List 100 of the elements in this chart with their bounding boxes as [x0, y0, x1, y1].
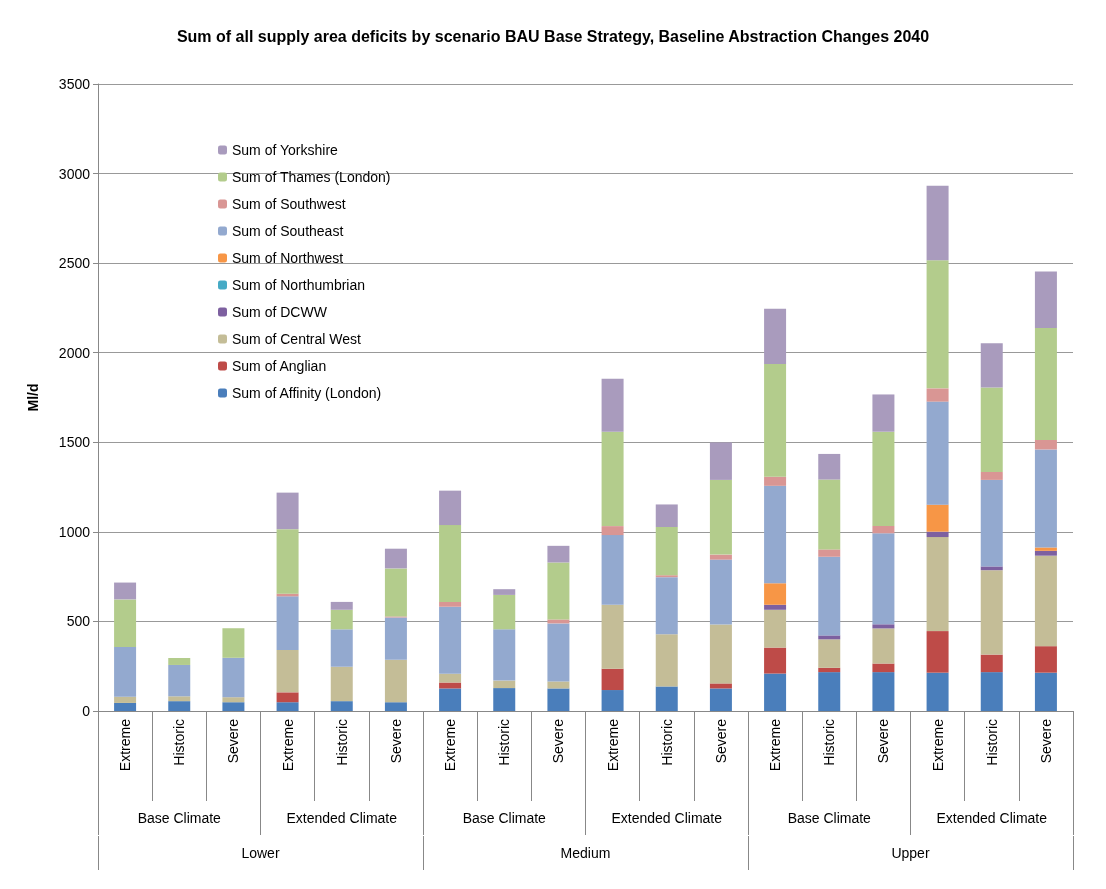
bar: [926, 531, 949, 538]
x-tick-label: Severe: [225, 718, 242, 764]
bar: [818, 453, 841, 480]
text: Upper: [891, 845, 930, 861]
bar: [493, 594, 516, 630]
x-tick-label: Historic: [658, 719, 675, 766]
bar: [439, 525, 462, 602]
y-tick-label: 2500: [58, 255, 91, 272]
bar: [818, 556, 841, 636]
text: Lower: [241, 845, 280, 861]
bar: [601, 535, 624, 605]
bar: [1034, 550, 1057, 556]
legend-label: Sum of Southeast: [232, 223, 344, 239]
bar: [980, 654, 1003, 673]
bar: [276, 702, 299, 711]
bar: [1034, 646, 1057, 673]
legend-label: Sum of Southwest: [232, 196, 346, 212]
chart-title: Sum of all supply area deficits by scenario BAU Base Strategy, Baseline Abstraction Changes 2040: [176, 27, 930, 45]
bar: [114, 702, 137, 711]
bar: [547, 623, 570, 682]
bar: [764, 364, 787, 477]
bar: [330, 666, 353, 702]
bar: [1034, 547, 1057, 551]
bar: [601, 668, 624, 691]
bar: [1034, 327, 1057, 440]
bar: [330, 609, 353, 630]
bar: [980, 672, 1003, 711]
bar: [709, 683, 732, 689]
bar: [764, 609, 787, 648]
bar: [222, 628, 245, 658]
x-tick-label: Severe: [550, 718, 567, 764]
y-tick-label: 1000: [58, 523, 91, 540]
bar: [547, 619, 570, 624]
bar: [709, 554, 732, 560]
bar: [439, 673, 462, 683]
bar: [384, 702, 407, 711]
bar: [764, 308, 787, 364]
x-tick-label: Historic: [333, 719, 350, 766]
bar: [980, 479, 1003, 567]
text: Base Climate: [137, 810, 222, 826]
y-tick-label: 0: [82, 703, 91, 719]
y-tick-label: 3000: [58, 165, 91, 182]
bar: [276, 596, 299, 651]
bar: [926, 388, 949, 402]
y-tick-label: 2000: [58, 344, 91, 361]
x-tick-label: Severe: [387, 718, 404, 764]
bar: [601, 526, 624, 536]
bar: [872, 672, 895, 711]
bar: [168, 701, 191, 711]
bar: [384, 617, 407, 660]
bar: [926, 185, 949, 261]
bar: [439, 606, 462, 674]
bar: [818, 635, 841, 640]
bar: [276, 492, 299, 530]
bar: [547, 688, 570, 711]
bar: [547, 562, 570, 620]
bar: [493, 589, 516, 595]
bar: [1034, 439, 1057, 450]
bar: [384, 659, 407, 703]
x-tick-label: Extreme: [604, 718, 621, 772]
bar: [114, 582, 137, 600]
bar: [980, 343, 1003, 388]
y-tick-label: 3500: [58, 76, 91, 92]
bar: [926, 504, 949, 532]
legend-label: Sum of Affinity (London): [232, 385, 382, 401]
bar: [764, 476, 787, 486]
bar: [547, 545, 570, 563]
bar: [926, 631, 949, 673]
bar: [222, 702, 245, 711]
text: Extended Climate: [611, 810, 723, 826]
bar: [818, 549, 841, 557]
bar: [980, 570, 1003, 655]
bar: [439, 490, 462, 526]
bar: [384, 548, 407, 569]
bar: [330, 601, 353, 610]
bar: [493, 688, 516, 711]
bar: [655, 577, 678, 635]
x-tick-label: Extreme: [279, 718, 296, 772]
bar: [872, 394, 895, 432]
bar: [1034, 271, 1057, 328]
legend-label: Sum of Thames (London): [232, 169, 391, 185]
bar: [114, 647, 137, 697]
x-tick-label: Historic: [821, 719, 838, 766]
text: Base Climate: [787, 810, 872, 826]
bar: [330, 629, 353, 667]
x-tick-label: Severe: [712, 718, 729, 764]
bar: [601, 690, 624, 711]
bar: [655, 686, 678, 711]
x-tick-label: Extreme: [767, 718, 784, 772]
bar: [709, 688, 732, 711]
bar: [872, 663, 895, 673]
legend-label: Sum of Northumbrian: [232, 277, 366, 293]
x-tick-label: Historic: [496, 719, 513, 766]
legend-label: Sum of DCWW: [232, 304, 328, 320]
bar: [764, 485, 787, 584]
bar: [222, 697, 245, 703]
bar: [168, 657, 191, 665]
bar: [926, 401, 949, 505]
bar: [1034, 449, 1057, 548]
bar: [439, 601, 462, 607]
